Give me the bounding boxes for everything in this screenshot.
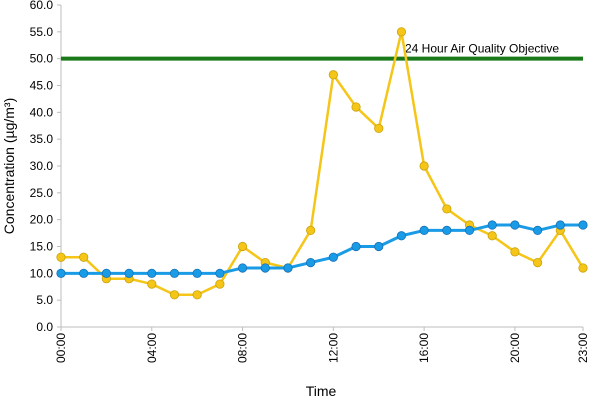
data-point bbox=[464, 225, 475, 235]
data-point bbox=[374, 241, 384, 252]
data-point bbox=[442, 225, 452, 235]
data-point bbox=[328, 70, 338, 80]
data-point bbox=[442, 204, 452, 214]
data-point bbox=[419, 225, 429, 235]
data-point bbox=[578, 263, 588, 273]
series-group bbox=[56, 27, 588, 300]
y-tick-label: 0.0 bbox=[36, 320, 53, 334]
data-point bbox=[578, 220, 588, 230]
data-point bbox=[396, 27, 407, 37]
data-point bbox=[396, 231, 407, 241]
data-point bbox=[487, 220, 497, 230]
data-point bbox=[79, 268, 89, 278]
x-tick-label: 20:00 bbox=[508, 333, 522, 363]
data-point bbox=[306, 257, 316, 268]
data-point bbox=[215, 268, 225, 278]
series-line bbox=[61, 30, 585, 297]
y-axis-title: Concentration (µg/m³) bbox=[1, 98, 17, 234]
y-tick-label: 5.0 bbox=[36, 293, 53, 307]
y-tick-label: 50.0 bbox=[30, 52, 54, 66]
x-tick-label: 04:00 bbox=[145, 333, 159, 363]
y-tick-label: 35.0 bbox=[30, 132, 54, 146]
data-point bbox=[215, 279, 225, 289]
y-tick-label: 20.0 bbox=[30, 213, 54, 227]
data-point bbox=[147, 279, 157, 289]
data-point bbox=[306, 225, 316, 235]
data-point bbox=[351, 241, 361, 252]
data-point bbox=[510, 247, 520, 257]
data-point bbox=[56, 252, 66, 262]
data-point bbox=[487, 231, 497, 241]
data-point bbox=[260, 263, 270, 273]
data-point bbox=[374, 123, 384, 134]
air-quality-objective-label: 24 Hour Air Quality Objective bbox=[405, 42, 559, 56]
y-axis-ticks: 0.0 5.0 10.0 15.0 20.0 25.0 30.0 35.0 40.0 45.0 50… bbox=[30, 0, 61, 334]
y-tick-label: 15.0 bbox=[30, 240, 54, 254]
data-point bbox=[510, 220, 520, 230]
x-axis-ticks: 00:00 04:00 08:00 12:00 16:00 20:00 23:00 bbox=[54, 327, 590, 363]
x-axis-title: Time bbox=[306, 383, 337, 399]
x-tick-label: 23:00 bbox=[576, 333, 590, 363]
data-point bbox=[124, 268, 134, 278]
data-point bbox=[192, 290, 202, 300]
y-tick-label: 60.0 bbox=[30, 0, 54, 12]
data-point bbox=[237, 263, 248, 273]
data-point bbox=[237, 241, 248, 252]
series-1 bbox=[56, 27, 588, 300]
y-tick-label: 45.0 bbox=[30, 79, 54, 93]
reference-line-group: 24 Hour Air Quality Objective bbox=[61, 42, 583, 61]
x-tick-label: 08:00 bbox=[236, 333, 250, 363]
series-line bbox=[61, 223, 583, 275]
data-point bbox=[56, 268, 66, 278]
series-2 bbox=[56, 220, 588, 278]
y-tick-label: 30.0 bbox=[30, 159, 54, 173]
y-tick-label: 25.0 bbox=[30, 186, 54, 200]
x-tick-label: 00:00 bbox=[54, 333, 68, 363]
data-point bbox=[555, 220, 565, 230]
data-point bbox=[169, 268, 180, 278]
data-point bbox=[533, 225, 543, 235]
data-point bbox=[79, 252, 89, 262]
data-point bbox=[192, 268, 202, 278]
y-tick-label: 55.0 bbox=[30, 25, 54, 39]
y-tick-label: 40.0 bbox=[30, 105, 54, 119]
y-tick-label: 10.0 bbox=[30, 266, 54, 280]
data-point bbox=[419, 161, 429, 171]
data-point bbox=[101, 268, 111, 278]
x-tick-label: 12:00 bbox=[326, 333, 340, 363]
data-point bbox=[351, 102, 361, 112]
data-point bbox=[533, 257, 543, 268]
data-point bbox=[328, 252, 338, 262]
data-point bbox=[169, 290, 180, 300]
data-point bbox=[283, 263, 293, 273]
data-point bbox=[147, 268, 157, 278]
x-tick-label: 16:00 bbox=[417, 333, 431, 363]
